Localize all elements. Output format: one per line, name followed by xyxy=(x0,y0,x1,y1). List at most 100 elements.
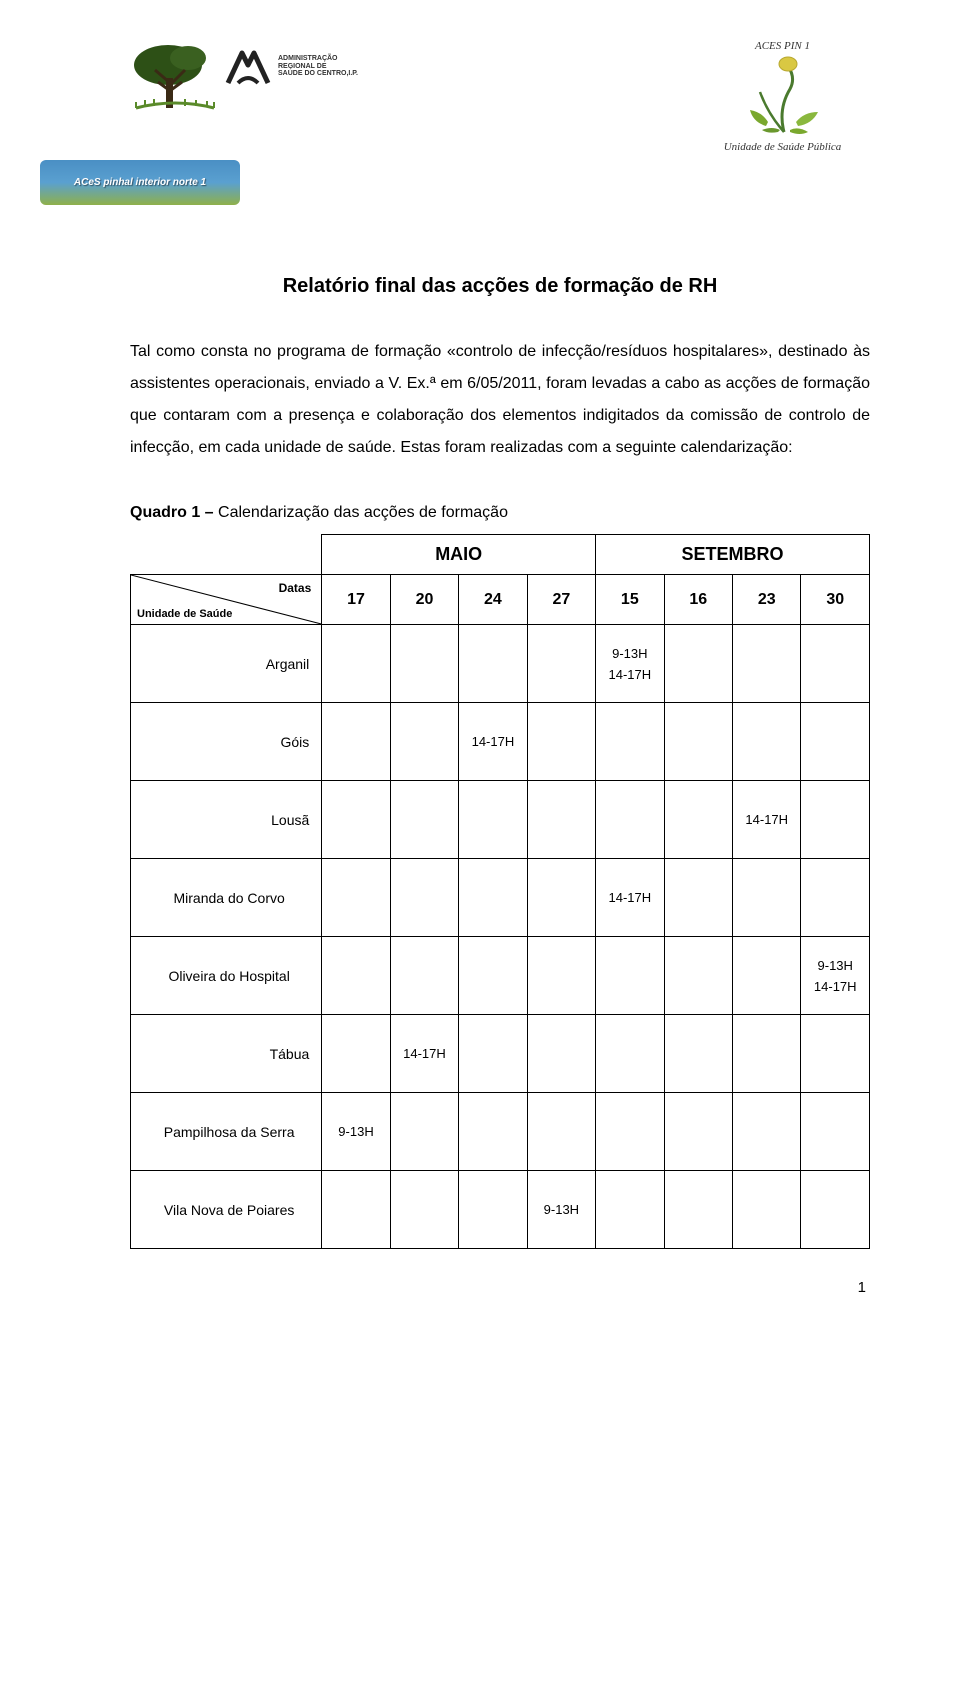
header-right: ACES PIN 1 Unidade de Saúde Pública xyxy=(695,40,870,153)
cell xyxy=(322,625,390,703)
unit-date-corner: Datas Unidade de Saúde xyxy=(131,575,322,625)
time-text: 14-17H xyxy=(472,734,515,749)
cell xyxy=(596,781,664,859)
row-gois: Góis 14-17H xyxy=(131,703,870,781)
cell xyxy=(322,859,390,937)
time-text: 9-13H xyxy=(596,646,663,661)
cell xyxy=(801,625,870,703)
row-oliveira: Oliveira do Hospital 9-13H 14-17H xyxy=(131,937,870,1015)
cell-lousa-23: 14-17H xyxy=(733,781,801,859)
cell xyxy=(527,1015,595,1093)
cell xyxy=(801,859,870,937)
cell xyxy=(390,1171,458,1249)
unit-miranda: Miranda do Corvo xyxy=(131,859,322,937)
cell xyxy=(664,781,732,859)
unit-arganil: Arganil xyxy=(131,625,322,703)
cell xyxy=(527,859,595,937)
cell xyxy=(733,625,801,703)
cell xyxy=(527,1093,595,1171)
time-text: 9-13H xyxy=(338,1124,373,1139)
cell xyxy=(322,781,390,859)
arsc-mark-icon xyxy=(224,47,272,87)
page-header: ADMINISTRAÇÃO REGIONAL DE SAÚDE DO CENTR… xyxy=(130,40,870,205)
row-pampilhosa: Pampilhosa da Serra 9-13H xyxy=(131,1093,870,1171)
cell xyxy=(664,937,732,1015)
date-27: 27 xyxy=(527,575,595,625)
cell xyxy=(596,937,664,1015)
unit-pampilhosa: Pampilhosa da Serra xyxy=(131,1093,322,1171)
table-caption-rest: Calendarização das acções de formação xyxy=(214,504,508,521)
cell xyxy=(733,703,801,781)
cell xyxy=(733,1015,801,1093)
time-text: 14-17H xyxy=(745,812,788,827)
cell xyxy=(322,1171,390,1249)
cell-gois-24: 14-17H xyxy=(459,703,527,781)
arsc-text: ADMINISTRAÇÃO REGIONAL DE SAÚDE DO CENTR… xyxy=(278,55,358,78)
flower-logo-icon xyxy=(738,54,828,139)
cell-miranda-15: 14-17H xyxy=(596,859,664,937)
row-miranda: Miranda do Corvo 14-17H xyxy=(131,859,870,937)
cell xyxy=(664,1093,732,1171)
time-text: 9-13H xyxy=(801,958,869,973)
cell xyxy=(596,1015,664,1093)
row-arganil: Arganil 9-13H 14-17H xyxy=(131,625,870,703)
cell xyxy=(733,1093,801,1171)
page-title: Relatório final das acções de formação d… xyxy=(130,275,870,298)
cell xyxy=(459,859,527,937)
date-20: 20 xyxy=(390,575,458,625)
cell xyxy=(801,781,870,859)
time-text: 14-17H xyxy=(403,1046,446,1061)
date-30: 30 xyxy=(801,575,870,625)
time-text: 9-13H xyxy=(544,1202,579,1217)
cell xyxy=(459,1171,527,1249)
cell xyxy=(390,625,458,703)
cell xyxy=(596,1093,664,1171)
body-paragraph: Tal como consta no programa de formação … xyxy=(130,336,870,464)
cell xyxy=(664,703,732,781)
cell xyxy=(459,625,527,703)
aces-badge-text: ACeS pinhal interior norte 1 xyxy=(74,177,206,188)
date-16: 16 xyxy=(664,575,732,625)
cell xyxy=(322,703,390,781)
row-tabua: Tábua 14-17H xyxy=(131,1015,870,1093)
cell-arganil-15: 9-13H 14-17H xyxy=(596,625,664,703)
cell xyxy=(527,781,595,859)
cell xyxy=(733,1171,801,1249)
cell xyxy=(733,937,801,1015)
cell xyxy=(390,781,458,859)
tree-logo-icon xyxy=(130,40,220,120)
cell xyxy=(527,625,595,703)
cell xyxy=(733,859,801,937)
row-vilanova: Vila Nova de Poiares 9-13H xyxy=(131,1171,870,1249)
cell xyxy=(801,703,870,781)
month-maio-header: MAIO xyxy=(322,535,596,575)
date-header-row: Datas Unidade de Saúde 17 20 24 27 15 16… xyxy=(131,575,870,625)
cell xyxy=(801,1093,870,1171)
unit-vilanova: Vila Nova de Poiares xyxy=(131,1171,322,1249)
cell-pampilhosa-17: 9-13H xyxy=(322,1093,390,1171)
header-left: ADMINISTRAÇÃO REGIONAL DE SAÚDE DO CENTR… xyxy=(130,40,379,205)
cell xyxy=(390,703,458,781)
datas-label: Datas xyxy=(279,581,312,595)
cell xyxy=(459,1093,527,1171)
month-setembro-header: SETEMBRO xyxy=(596,535,870,575)
cell xyxy=(801,1015,870,1093)
cell xyxy=(527,703,595,781)
cell xyxy=(390,859,458,937)
empty-header-cell xyxy=(131,535,322,575)
cell xyxy=(596,1171,664,1249)
cell xyxy=(664,1171,732,1249)
date-17: 17 xyxy=(322,575,390,625)
logo-left-group: ADMINISTRAÇÃO REGIONAL DE SAÚDE DO CENTR… xyxy=(130,40,379,120)
date-24: 24 xyxy=(459,575,527,625)
aces-pin-label: ACES PIN 1 xyxy=(695,40,870,52)
cell xyxy=(459,1015,527,1093)
cell xyxy=(664,1015,732,1093)
table-caption-bold: Quadro 1 – xyxy=(130,504,214,521)
cell-vilanova-27: 9-13H xyxy=(527,1171,595,1249)
cell xyxy=(390,937,458,1015)
cell xyxy=(390,1093,458,1171)
cell xyxy=(596,703,664,781)
unidade-label: Unidade de Saúde xyxy=(137,608,232,620)
time-text: 14-17H xyxy=(801,979,869,994)
